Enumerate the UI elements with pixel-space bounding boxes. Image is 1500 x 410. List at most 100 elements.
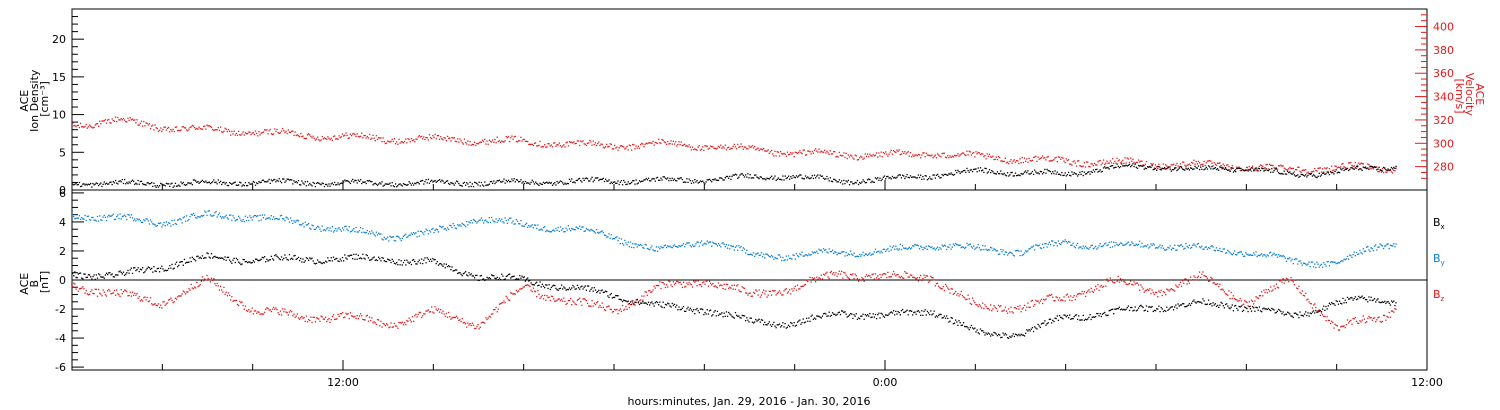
bz-point xyxy=(1058,297,1061,299)
bz-point xyxy=(172,301,174,304)
bz-point xyxy=(1126,283,1128,286)
by-point xyxy=(773,258,775,260)
by-point xyxy=(1276,256,1279,258)
bz-point xyxy=(1349,320,1351,323)
by-point xyxy=(426,229,428,232)
by-point xyxy=(268,216,270,219)
density-point xyxy=(630,181,633,184)
bx-point xyxy=(103,277,105,279)
density-point xyxy=(882,176,885,178)
bz-point xyxy=(1395,308,1397,310)
by-point xyxy=(585,227,588,230)
density-point xyxy=(704,183,706,185)
density-point xyxy=(967,169,969,172)
by-point xyxy=(1218,249,1220,252)
velocity-point xyxy=(764,150,766,152)
density-point xyxy=(146,182,148,184)
bz-point xyxy=(1299,291,1301,294)
density-point xyxy=(1343,169,1345,172)
velocity-point xyxy=(1209,160,1211,162)
by-point xyxy=(940,248,942,250)
bz-point xyxy=(1335,324,1337,326)
density-point xyxy=(556,180,558,183)
bz-point xyxy=(120,289,122,291)
by-point xyxy=(838,252,841,255)
density-point xyxy=(868,178,870,180)
velocity-point xyxy=(387,140,389,142)
velocity-point xyxy=(452,137,454,139)
density-point xyxy=(608,179,610,181)
bz-point xyxy=(212,279,214,282)
by-point xyxy=(470,219,472,222)
bz-point xyxy=(1080,293,1082,295)
density-point xyxy=(1214,167,1217,169)
bz-point xyxy=(380,320,382,322)
density-point xyxy=(1358,168,1360,171)
velocity-point xyxy=(649,142,651,144)
velocity-point xyxy=(329,138,331,141)
velocity-point xyxy=(1035,155,1037,157)
bz-point xyxy=(314,321,317,323)
velocity-point xyxy=(830,153,833,155)
density-point xyxy=(1066,174,1069,176)
velocity-point xyxy=(578,144,581,147)
density-point xyxy=(226,184,228,187)
density-point xyxy=(117,183,119,185)
velocity-point xyxy=(1285,169,1288,171)
velocity-point xyxy=(1282,165,1284,167)
density-point xyxy=(742,174,745,176)
by-point xyxy=(1004,251,1006,253)
by-point xyxy=(1003,254,1005,256)
density-point xyxy=(601,178,603,180)
density-point xyxy=(1141,165,1143,168)
bz-point xyxy=(1079,292,1081,295)
density-point xyxy=(1345,168,1347,171)
velocity-point xyxy=(1150,163,1152,165)
velocity-point xyxy=(319,140,321,142)
by-point xyxy=(650,247,652,249)
bz-point xyxy=(802,285,804,288)
velocity-point xyxy=(96,123,99,125)
density-point xyxy=(1349,168,1351,171)
by-point xyxy=(786,259,789,261)
velocity-point xyxy=(747,148,749,150)
density-point xyxy=(890,178,892,180)
by-point xyxy=(1043,246,1045,249)
bz-point xyxy=(139,300,142,302)
by-point xyxy=(364,232,366,234)
bz-point xyxy=(545,299,547,301)
velocity-point xyxy=(909,152,912,154)
by-point xyxy=(354,231,356,233)
velocity-point xyxy=(335,138,337,140)
bz-point xyxy=(119,295,121,298)
density-point xyxy=(540,183,542,185)
bz-point xyxy=(940,287,942,290)
velocity-point xyxy=(1251,165,1254,167)
bz-point xyxy=(828,277,830,280)
by-point xyxy=(452,223,454,225)
density-point xyxy=(219,180,222,183)
by-point xyxy=(913,245,915,247)
by-point xyxy=(1209,247,1211,250)
velocity-point xyxy=(444,137,446,139)
density-point xyxy=(1198,168,1201,171)
density-point xyxy=(432,181,434,183)
density-point xyxy=(696,179,698,182)
velocity-point xyxy=(368,133,371,136)
velocity-point xyxy=(1214,163,1217,165)
velocity-point xyxy=(477,143,479,145)
density-point xyxy=(1336,172,1338,174)
by-point xyxy=(872,253,874,255)
bz-point xyxy=(638,300,641,302)
bz-point xyxy=(499,303,502,305)
bz-point xyxy=(236,303,239,306)
bz-point xyxy=(787,291,790,293)
density-point xyxy=(1000,170,1002,172)
density-point xyxy=(877,177,879,179)
by-point xyxy=(142,221,144,224)
by-point xyxy=(107,216,109,218)
bz-point xyxy=(910,274,913,276)
bx-point xyxy=(181,260,183,263)
bz-point xyxy=(138,295,140,298)
